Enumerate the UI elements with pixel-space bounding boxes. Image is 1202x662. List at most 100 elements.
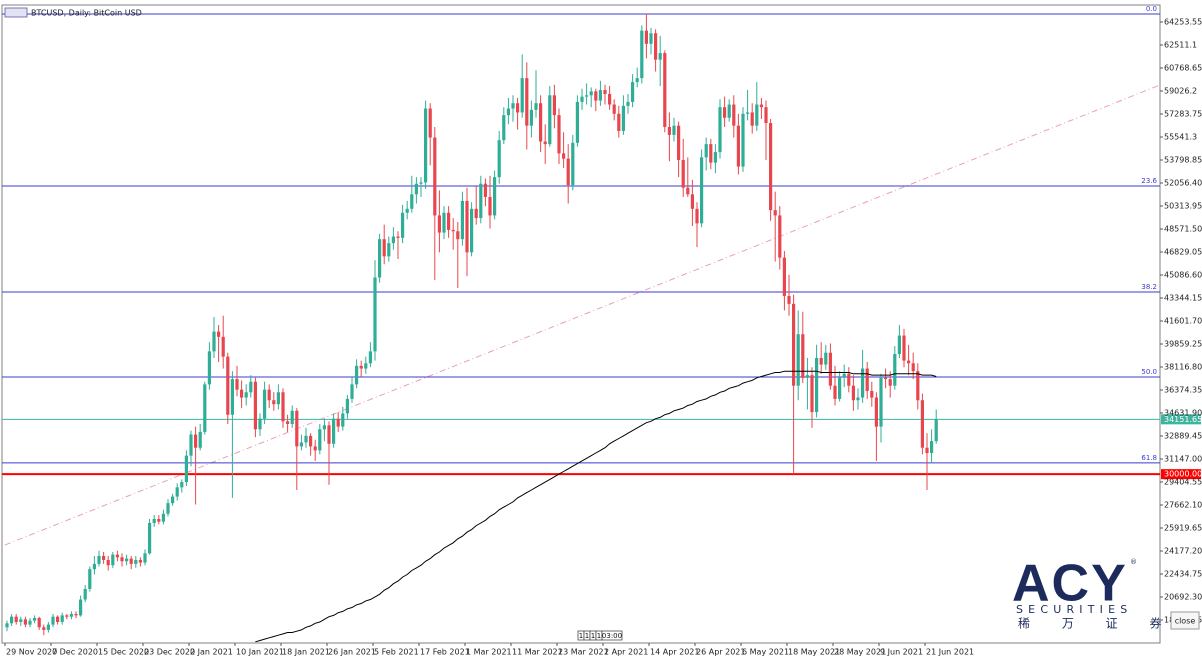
candles (5, 13, 938, 636)
candle-body (148, 522, 152, 554)
candle-body (502, 115, 506, 141)
candle-body (332, 418, 336, 444)
candle-body (833, 385, 837, 399)
candle-body (828, 352, 832, 386)
y-tick-label: 22434.75 (1164, 569, 1202, 578)
candle-body (723, 107, 727, 118)
candle-body (838, 377, 842, 399)
candle-body (143, 553, 147, 563)
candle-body (51, 616, 55, 625)
candle-body (897, 335, 901, 355)
candle-body (497, 140, 501, 178)
candle-body (474, 208, 478, 219)
close-button-label[interactable]: close (1175, 617, 1196, 626)
candle-body (879, 377, 883, 427)
candle-body (529, 109, 533, 126)
candle-body (368, 351, 372, 364)
candle-body (401, 212, 405, 238)
candle-body (847, 373, 851, 386)
y-tick-label: 41601.70 (1164, 316, 1202, 325)
candle-body (318, 429, 322, 451)
x-tick-label: 10 Jan 2021 (236, 648, 284, 657)
candle-body (534, 103, 538, 110)
x-tick-label: 7 Dec 2020 (52, 648, 98, 657)
candle-body (120, 557, 124, 562)
candle-body (736, 125, 740, 167)
candle-body (419, 182, 423, 184)
candle-body (539, 103, 543, 142)
y-tick-label: 24177.20 (1164, 546, 1202, 555)
x-tick-label: 11 Mar 2021 (512, 648, 563, 657)
scroll-box-label: 1 (591, 632, 595, 640)
candle-body (884, 377, 888, 380)
scroll-box (601, 630, 623, 641)
candle-body (934, 419, 938, 442)
candle-body (437, 215, 441, 233)
candle-body (865, 368, 869, 391)
candle-body (322, 425, 326, 430)
candle-body (704, 144, 708, 158)
candle-body (424, 108, 428, 183)
price-axis: 64253.55 62511.1 60768.65 59026.2 57283.75 55… (4, 17, 1202, 657)
candle-body (483, 183, 487, 197)
candle-body (525, 78, 529, 126)
candle-body (304, 435, 308, 443)
trendline (4, 84, 1161, 546)
candle-body (373, 277, 377, 352)
logo-cn: 稀 万 证 券 (1018, 616, 1175, 631)
back-layer: 0.0 23.6 38.2 50.0 61.8 (2, 5, 1161, 546)
candle-body (654, 33, 658, 60)
candle-body (700, 157, 704, 224)
candle-body (217, 331, 221, 337)
candle-body (603, 90, 607, 94)
candle-body (920, 400, 924, 448)
candle-body (152, 519, 156, 523)
candle-body (861, 368, 865, 398)
candle-body (5, 623, 9, 628)
candle-body (387, 243, 391, 257)
candle-body (617, 113, 621, 131)
candle-body (640, 30, 644, 79)
x-tick-label: 17 Feb 2021 (420, 648, 470, 657)
candle-body (681, 159, 685, 188)
candle-body (355, 365, 359, 385)
candle-body (56, 616, 60, 622)
candle-body (391, 236, 395, 244)
candle-body (175, 487, 179, 497)
candle-body (69, 614, 73, 617)
candle-body (258, 418, 262, 430)
close-button[interactable]: close (1170, 611, 1200, 630)
candle-body (14, 616, 18, 622)
candle-body (221, 336, 225, 357)
scroll-box-label: 1 (597, 632, 601, 640)
close-button-box[interactable] (1170, 611, 1200, 630)
candle-body (764, 107, 768, 124)
candle-body (815, 357, 819, 413)
candle-body (658, 53, 662, 60)
candle-body (608, 93, 612, 105)
candle-body (796, 334, 800, 386)
candle-body (451, 229, 455, 232)
scroll-box-label: 1 (585, 632, 589, 640)
candle-body (488, 196, 492, 216)
candle-body (746, 112, 750, 114)
y-tick-label: 32889.45 (1164, 431, 1202, 440)
price-tag (1161, 414, 1201, 425)
candle-body (621, 105, 625, 131)
candle-body (755, 104, 759, 126)
x-tick-label: 15 Dec 2020 (98, 648, 149, 657)
candle-body (787, 295, 791, 304)
x-tick-label: 9 Jun 2021 (880, 648, 923, 657)
candle-body (230, 379, 234, 415)
logo-sub: SECURITIES (1016, 603, 1132, 616)
candle-body (782, 257, 786, 296)
scroll-box-label: 03:00 (602, 632, 622, 640)
candle-body (686, 187, 690, 195)
y-tick-label: 46829.05 (1164, 247, 1202, 256)
candle-body (336, 418, 340, 427)
candle-body (10, 616, 14, 624)
candle-body (138, 559, 142, 563)
candle-body (364, 363, 368, 369)
candle-body (382, 239, 386, 257)
candle-body (589, 91, 593, 96)
